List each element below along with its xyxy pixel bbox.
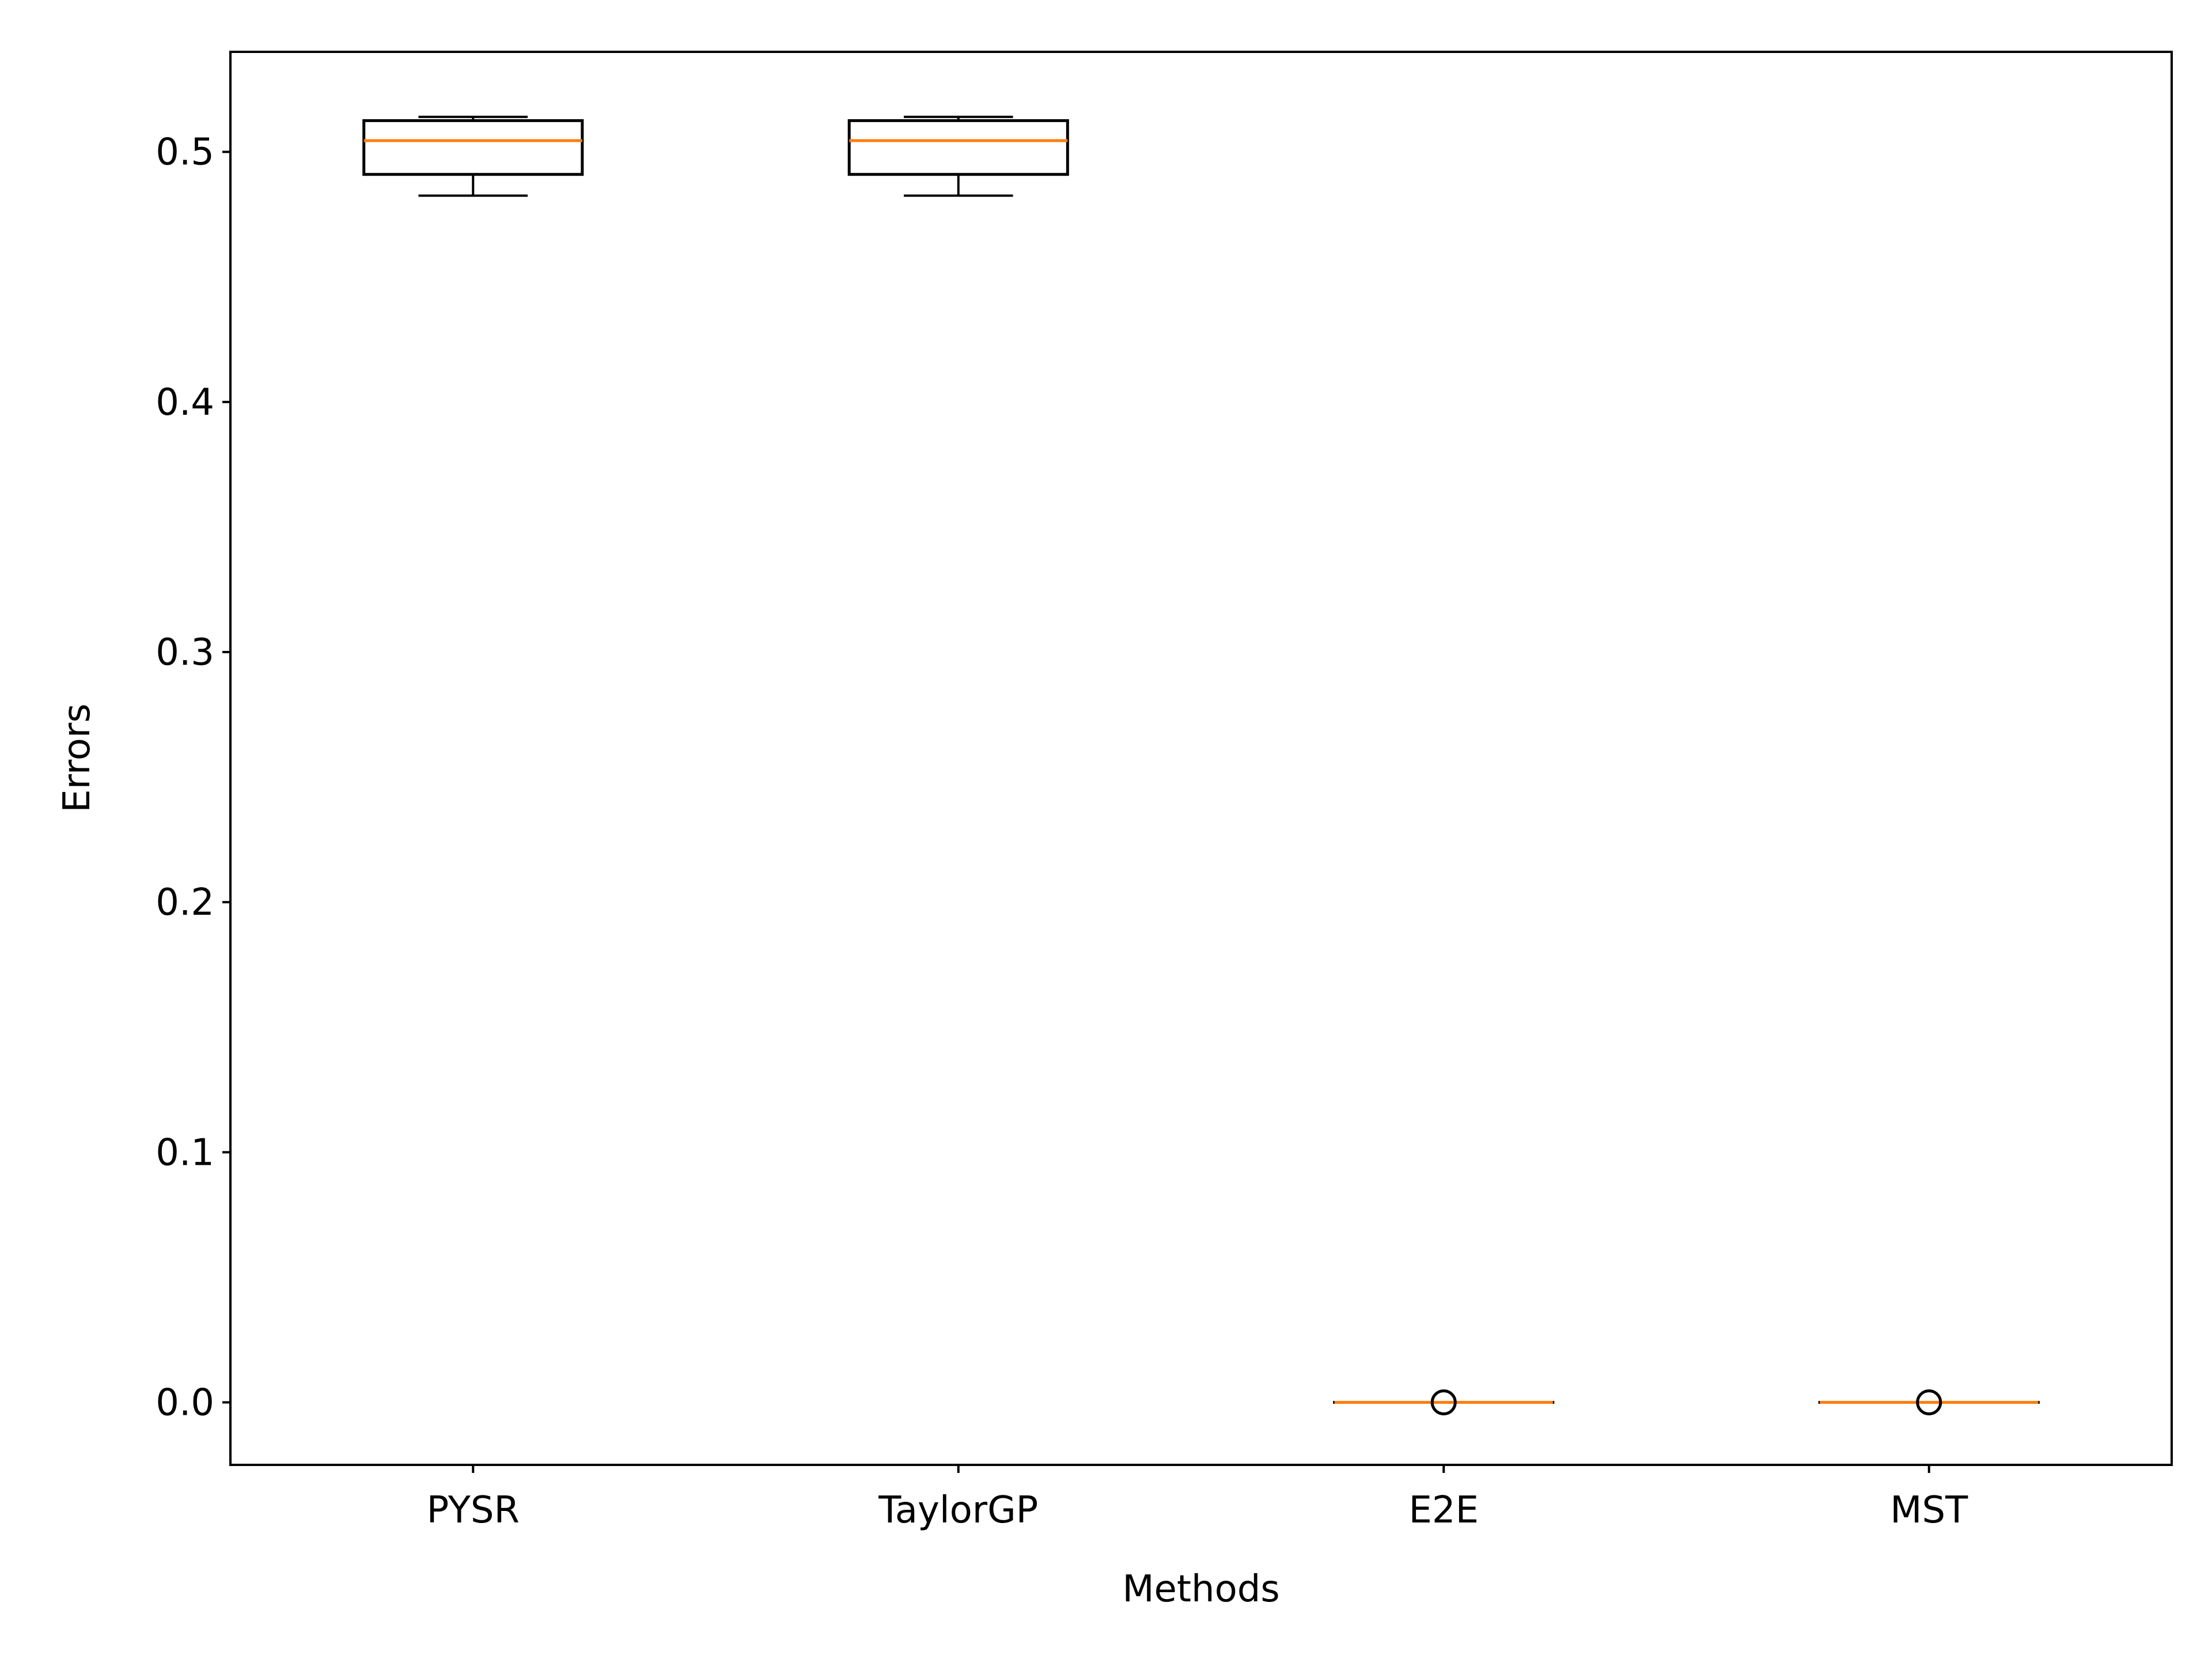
box-group-taylorgp — [847, 115, 1069, 197]
axes-frame — [229, 51, 2173, 1466]
outlier-point — [1430, 1389, 1457, 1415]
x-tick-label: TaylorGP — [878, 1489, 1038, 1532]
box-group-e2e — [1333, 1389, 1555, 1415]
plot-area — [362, 115, 2040, 1415]
x-tick-label: PYSR — [427, 1489, 520, 1532]
y-tick-label: 0.0 — [156, 1381, 214, 1424]
box-group-mst — [1818, 1389, 2040, 1415]
y-tick-label: 0.4 — [156, 381, 214, 424]
x-axis: PYSR TaylorGP E2E MST — [427, 1465, 1968, 1532]
box-iqr — [847, 119, 1069, 176]
y-axis-label: Errors — [56, 703, 99, 812]
x-tick-label: MST — [1890, 1489, 1968, 1532]
box-group-pysr — [362, 115, 584, 197]
y-tick-label: 0.1 — [156, 1131, 214, 1174]
y-tick-label: 0.5 — [156, 131, 214, 174]
box-iqr — [362, 119, 584, 176]
x-tick-label: E2E — [1408, 1489, 1479, 1532]
y-tick-label: 0.2 — [156, 881, 214, 924]
y-axis: 0.0 0.1 0.2 0.3 0.4 0.5 — [156, 131, 230, 1424]
x-axis-label: Methods — [1122, 1568, 1279, 1611]
y-tick-label: 0.3 — [156, 631, 214, 674]
outlier-point — [1916, 1389, 1942, 1415]
